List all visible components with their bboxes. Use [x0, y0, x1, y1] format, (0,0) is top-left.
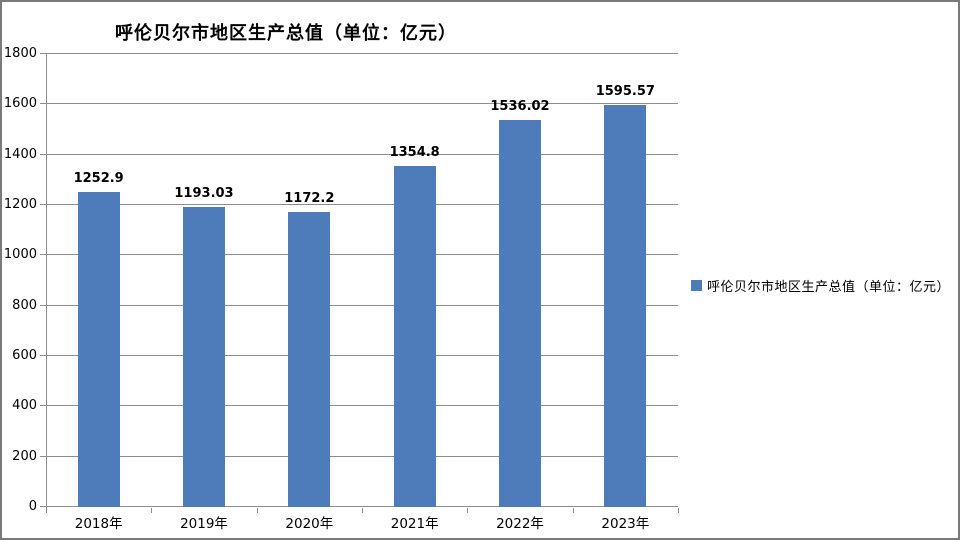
legend: 呼伦贝尔市地区生产总值（单位：亿元） [691, 276, 950, 295]
gridline [46, 304, 678, 306]
x-axis-tick [678, 508, 679, 513]
bar-2023年 [604, 105, 647, 507]
gridline [46, 506, 678, 507]
gridline [46, 355, 678, 356]
legend-label: 呼伦贝尔市地区生产总值（单位：亿元） [707, 279, 951, 294]
y-axis-label: 0 [28, 499, 37, 514]
chart-title: 呼伦贝尔市地区生产总值（单位：亿元） [115, 23, 457, 43]
value-label: 1172.2 [284, 190, 335, 206]
y-axis-tick [40, 304, 46, 306]
value-label: 1252.9 [73, 170, 124, 186]
y-axis-tick [40, 53, 46, 54]
x-axis-tick [256, 508, 258, 513]
y-axis-label: 800 [12, 297, 37, 313]
y-axis-tick [40, 506, 46, 507]
gridline [46, 103, 678, 105]
x-axis-tick [151, 508, 153, 513]
y-axis-label: 1800 [3, 46, 37, 61]
value-label: 1193.03 [174, 185, 234, 201]
x-axis-label: 2019年 [180, 516, 228, 532]
y-axis-label: 600 [12, 348, 37, 363]
x-axis-label: 2022年 [496, 516, 544, 532]
bar-2021年 [393, 166, 436, 507]
gridline [46, 455, 678, 457]
legend-marker-icon [691, 280, 702, 291]
gridline [46, 204, 678, 205]
y-axis-tick [40, 405, 46, 407]
x-axis-tick [362, 508, 363, 513]
x-axis-label: 2018年 [74, 516, 123, 532]
gridline [46, 405, 678, 407]
value-label: 1536.02 [490, 99, 550, 115]
bar-2020年 [288, 211, 331, 507]
value-label: 1595.57 [595, 84, 655, 100]
y-axis-label: 400 [12, 398, 37, 414]
y-axis-label: 1000 [3, 247, 37, 263]
x-axis-label: 2020年 [285, 516, 334, 532]
bar-2019年 [183, 206, 225, 507]
y-axis-tick [40, 355, 46, 356]
y-axis-label: 1400 [3, 146, 37, 162]
x-axis-tick [572, 508, 574, 513]
y-axis-tick [40, 254, 46, 256]
value-label: 1354.8 [389, 145, 440, 161]
y-axis-label: 1200 [3, 197, 37, 212]
x-axis-label: 2023年 [601, 516, 650, 532]
gridline [46, 53, 678, 54]
y-axis-tick [40, 204, 46, 205]
y-axis-label: 1600 [3, 96, 37, 112]
y-axis-line [46, 54, 47, 508]
x-axis-tick [46, 508, 47, 513]
y-axis-label: 200 [12, 448, 37, 464]
gridline [46, 153, 678, 155]
y-axis-tick [40, 455, 46, 457]
bar-2022年 [499, 120, 541, 507]
y-axis-tick [40, 103, 46, 105]
y-axis-tick [40, 153, 46, 155]
x-axis-label: 2021年 [390, 516, 439, 532]
gridline [46, 254, 678, 256]
bar-2018年 [77, 191, 120, 507]
x-axis-tick [467, 508, 469, 513]
